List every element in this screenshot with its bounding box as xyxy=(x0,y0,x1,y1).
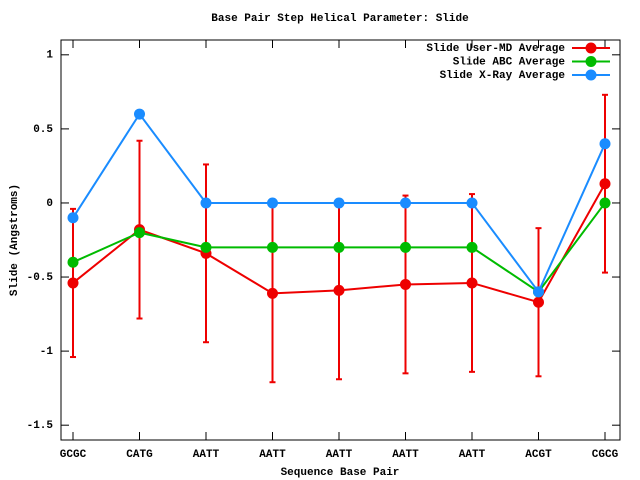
point xyxy=(599,138,611,150)
point xyxy=(67,212,79,224)
legend-label: Slide X-Ray Average xyxy=(440,70,566,82)
point xyxy=(67,256,79,268)
y-tick-label: 0 xyxy=(46,198,53,210)
point xyxy=(599,178,611,190)
x-tick-label: CATG xyxy=(126,449,153,461)
legend-marker xyxy=(585,56,597,67)
point xyxy=(333,197,345,209)
y-tick-label: -1 xyxy=(40,346,54,358)
plot-frame xyxy=(60,39,621,441)
point xyxy=(466,277,478,289)
point xyxy=(200,241,212,253)
x-tick-label: GCGC xyxy=(60,449,87,461)
legend-marker xyxy=(585,69,597,81)
x-tick-label: CGCG xyxy=(592,449,619,461)
x-tick-label: AATT xyxy=(193,449,220,461)
x-tick-label: AATT xyxy=(392,449,419,461)
point xyxy=(200,197,212,209)
x-axis-label: Sequence Base Pair xyxy=(281,467,400,479)
point xyxy=(267,287,278,299)
point xyxy=(466,197,478,209)
legend-label: Slide User-MD Average xyxy=(426,43,565,55)
x-tick-label: ACGT xyxy=(525,449,552,461)
point xyxy=(267,197,278,209)
point xyxy=(333,284,345,296)
y-tick-label: 0.5 xyxy=(33,124,53,136)
y-tick-label: 1 xyxy=(46,50,53,62)
point xyxy=(599,197,611,209)
point xyxy=(400,197,411,209)
point xyxy=(134,108,145,120)
y-tick-label: -0.5 xyxy=(27,272,54,284)
x-tick-label: AATT xyxy=(459,449,486,461)
point xyxy=(466,241,478,253)
legend-label: Slide ABC Average xyxy=(453,56,566,68)
legend-marker xyxy=(585,42,597,54)
point xyxy=(400,278,411,290)
chart-title: Base Pair Step Helical Parameter: Slide xyxy=(211,13,469,25)
x-tick-label: AATT xyxy=(259,449,286,461)
x-tick-label: AATT xyxy=(326,449,353,461)
y-tick-label: -1.5 xyxy=(27,420,54,432)
y-axis-label: Slide (Angstroms) xyxy=(9,184,21,296)
point xyxy=(134,227,145,239)
point xyxy=(67,277,79,289)
point xyxy=(333,241,345,253)
point xyxy=(533,286,544,298)
point xyxy=(533,296,544,308)
point xyxy=(400,241,411,253)
point xyxy=(267,241,278,253)
